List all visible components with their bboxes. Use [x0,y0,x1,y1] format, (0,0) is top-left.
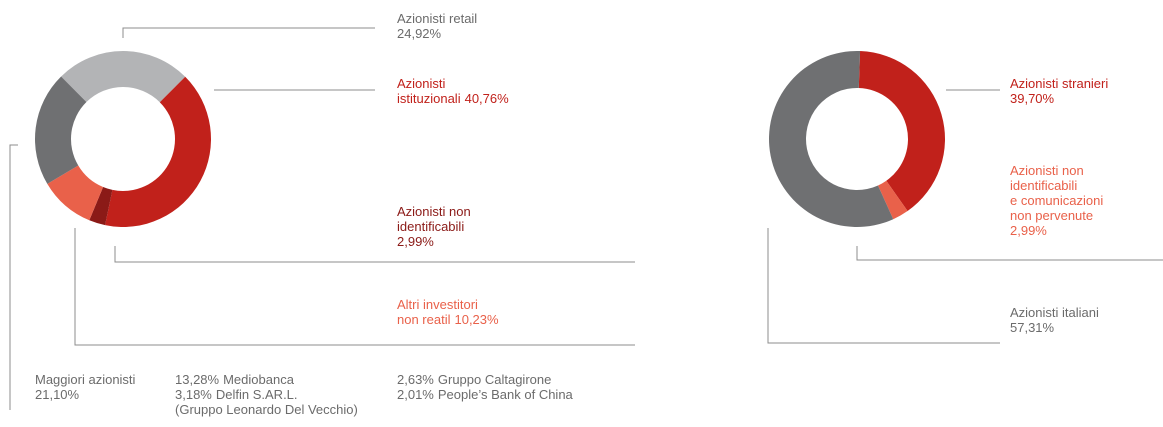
segment-value: 2,99% [397,234,434,249]
donut-segment [878,180,908,220]
segment-name: Azionisti italiani [1010,305,1099,320]
segment-name: Azionisti non identificabili e comunicaz… [1010,163,1104,223]
donut-segment [61,50,186,103]
breakdown-item: 13,28% Mediobanca [175,372,294,387]
leader-line [767,228,1000,344]
donut-segment [47,165,104,221]
leader-lines [9,27,1163,410]
breakdown-share: 2,01% [397,387,434,402]
leader-line [114,246,635,263]
donut-segment [858,51,946,212]
segment-label: Maggiori azionisti 21,10% [35,372,135,402]
segment-label: Azionisti istituzionali 40,76% [397,76,509,106]
donut-segment [105,76,212,228]
breakdown-item: 2,63% Gruppo Caltagirone [397,372,551,387]
segment-label: Altri investitori non reatil 10,23% [397,297,499,327]
segment-value: 2,99% [1010,223,1047,238]
leader-line [122,27,375,38]
breakdown-name: People’s Bank of China [437,387,573,402]
segment-name: Azionisti istituzionali [397,76,461,106]
donut-segment [89,187,113,226]
breakdown-share: 3,18% [175,387,212,402]
segment-label: Azionisti stranieri 39,70% [1010,76,1108,106]
segment-name: Azionisti non identificabili [397,204,471,234]
leader-line [856,246,1163,261]
breakdown-name: Mediobanca [223,372,294,387]
breakdown-name: Gruppo Caltagirone [437,372,552,387]
segment-name: Altri investitori non reatil [397,297,478,327]
leader-line [74,228,635,346]
segment-value: 10,23% [454,312,499,327]
segment-name: Maggiori azionisti [35,372,136,387]
segment-name: Azionisti stranieri [1010,76,1109,91]
segment-value: 40,76% [464,91,509,106]
breakdown-share: 2,63% [397,372,434,387]
segment-label: Azionisti retail 24,92% [397,11,477,41]
segment-value: 24,92% [397,26,442,41]
segment-value: 21,10% [35,387,80,402]
segment-value: 57,31% [1010,320,1055,335]
segment-name: Azionisti retail [397,11,478,26]
segment-label: Azionisti non identificabili 2,99% [397,204,471,249]
segment-value: 39,70% [1010,91,1055,106]
breakdown-item: 3,18% Delfin S.AR.L. (Gruppo Leonardo Del… [175,387,358,417]
segment-label: Azionisti italiani 57,31% [1010,305,1099,335]
breakdown-name: Delfin S.AR.L. (Gruppo Leonardo Del Vecc… [175,387,358,417]
breakdown-share: 13,28% [175,372,220,387]
donut-segment [34,76,87,184]
leader-line [9,144,18,410]
breakdown-item: 2,01% People’s Bank of China [397,387,573,402]
donut-segment [769,51,894,227]
segment-label: Azionisti non identificabili e comunicaz… [1010,163,1103,238]
